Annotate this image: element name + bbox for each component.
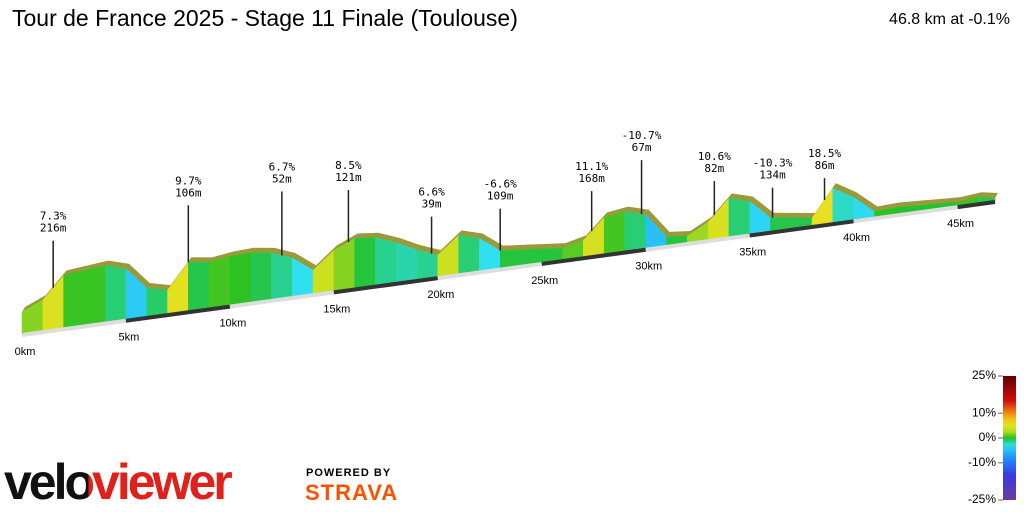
logo: veloviewer [4,454,232,510]
x-tick-label: 30km [635,261,662,273]
profile-segment [458,235,480,276]
summary: 46.8 km at -0.1% [889,11,1010,28]
profile-segment [208,256,231,310]
gradient-scale [1003,376,1016,500]
profile-segment [354,237,376,290]
profile-segment [624,211,646,253]
annotation-gradient: 8.5% [335,159,362,172]
profile-segment [188,262,210,313]
annotation-gradient: 9.7% [175,174,202,187]
annotation-length: 168m [578,172,605,185]
x-tick-label: 25km [531,275,558,287]
profile-segment [395,242,418,285]
annotation-gradient: 7.3% [40,210,67,223]
x-tick-label: 15km [323,303,350,315]
distance-band [21,318,127,337]
profile-segment [375,237,397,287]
profile-segment [229,252,251,307]
profile-segment [84,265,106,327]
profile-segment [104,265,127,324]
profile-segment [312,249,335,296]
annotation-length: 134m [759,169,786,182]
profile-top [22,183,998,312]
annotation-gradient: 6.7% [269,160,296,173]
annotation-length: 109m [487,190,514,203]
annotation-length: 106m [175,186,202,199]
annotation-length: 67m [632,141,652,154]
annotation-length: 86m [815,159,835,172]
distance-band [853,205,958,224]
distance-band [333,276,439,295]
profile-segment [603,211,626,256]
annotation-gradient: -10.7% [622,129,662,142]
x-tick-label: 10km [219,317,246,329]
x-tick-label: 40km [843,232,870,244]
distance-band [229,290,335,309]
annotation-gradient: 10.6% [698,150,731,163]
annotation-gradient: 18.5% [808,147,841,160]
scale-tick-label: -10% [968,455,996,469]
profile-segment [583,216,605,259]
plot: 0km 5km 10km 15km 20km 25km 30km 35km 40km 45km 7.… [15,129,998,358]
annotation-length: 216m [40,222,67,235]
profile-segment [811,187,834,228]
distance-band [125,304,231,323]
scale-tick-label: 10% [972,405,996,419]
powered-by: POWERED BY [306,467,391,479]
profile-segment [271,252,293,302]
annotation-length: 39m [422,198,442,211]
profile-segment [707,197,730,242]
distance-band [437,261,543,281]
scale-tick-label: -25% [968,492,996,506]
annotation-length: 52m [272,172,292,185]
partner-logo: STRAVA [305,480,398,505]
annotation-length: 121m [335,171,362,184]
annotation-gradient: -6.6% [484,178,517,191]
distance-band [957,200,996,210]
distance-band [645,233,750,252]
profile-segment [167,261,189,316]
distance-band [541,247,646,266]
annotation-gradient: 11.1% [575,160,608,173]
scale-tick-label: 0% [979,430,997,444]
annotation-gradient: 6.6% [418,186,445,199]
profile-segment [250,252,272,305]
x-tick-label: 0km [15,346,36,358]
x-tick-label: 45km [947,218,974,230]
x-tick-label: 5km [119,332,140,344]
profile-segment [146,287,168,319]
title: Tour de France 2025 - Stage 11 Finale (T… [12,5,518,31]
annotation-gradient: -10.3% [753,157,793,170]
annotation-length: 82m [704,162,724,175]
profile-segment [63,270,85,330]
scale-tick-label: 25% [972,368,996,382]
x-tick-label: 35km [739,246,766,258]
profile-segment [728,198,750,239]
profile-segment [437,234,459,279]
x-tick-label: 20km [427,289,454,301]
distance-band [749,219,854,238]
profile-segment [416,249,439,282]
